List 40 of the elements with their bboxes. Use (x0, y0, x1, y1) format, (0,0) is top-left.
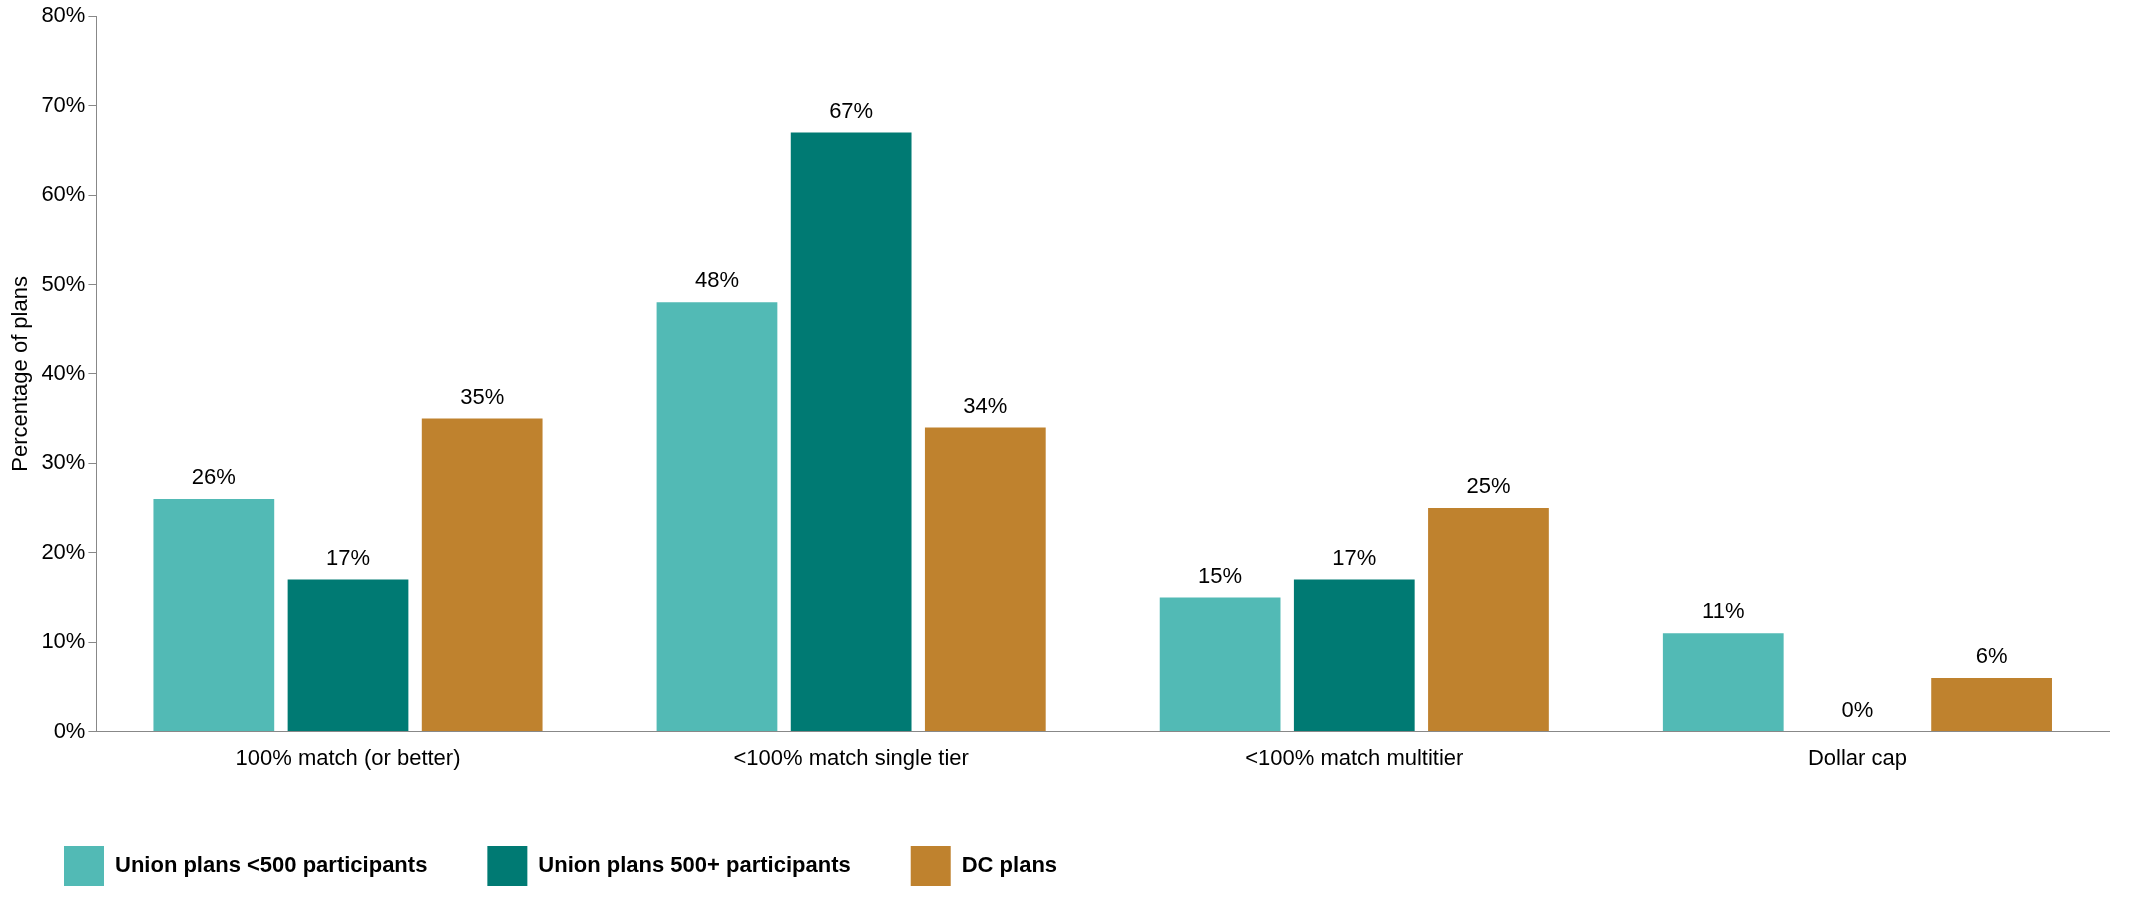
bar (287, 579, 409, 732)
bar (421, 418, 543, 732)
data-label: 15% (1198, 562, 1243, 588)
data-label: 67% (829, 97, 874, 123)
legend-label: Union plans 500+ participants (538, 852, 851, 878)
data-label: 35% (460, 383, 505, 409)
y-tick-label: 80% (41, 2, 86, 28)
data-label: 34% (963, 392, 1008, 418)
bar (1293, 579, 1415, 732)
x-tick-label: 100% match (or better) (235, 744, 461, 770)
y-axis-title: Percentage of plans (7, 276, 33, 472)
bar (1931, 677, 2052, 732)
bar (924, 427, 1046, 732)
bar (656, 302, 778, 732)
y-tick-label: 70% (41, 91, 86, 117)
bar (153, 499, 275, 732)
y-tick-label: 0% (53, 717, 86, 743)
data-label: 25% (1466, 473, 1511, 499)
y-tick-label: 40% (41, 359, 86, 385)
y-tick-label: 10% (41, 628, 86, 654)
data-label: 11% (1702, 598, 1745, 624)
data-label: 6% (1975, 643, 2008, 669)
data-label: 48% (694, 267, 739, 293)
data-label: 0% (1841, 696, 1874, 722)
data-label: 17% (1332, 544, 1377, 570)
bar (790, 132, 912, 732)
y-tick-label: 30% (41, 449, 86, 475)
data-label: 17% (325, 544, 371, 570)
x-tick-label: <100% match single tier (733, 744, 969, 770)
y-tick-label: 60% (41, 181, 86, 207)
y-tick-label: 20% (41, 538, 86, 564)
bar (1428, 508, 1549, 732)
legend-label: Union plans <500 participants (115, 852, 428, 878)
legend-label: DC plans (961, 852, 1058, 878)
y-tick-label: 50% (41, 270, 86, 296)
data-label: 26% (191, 464, 236, 490)
x-tick-label: <100% match multitier (1245, 744, 1464, 770)
x-tick-label: Dollar cap (1807, 744, 1907, 770)
bar (1159, 597, 1281, 732)
bar (1662, 633, 1784, 732)
